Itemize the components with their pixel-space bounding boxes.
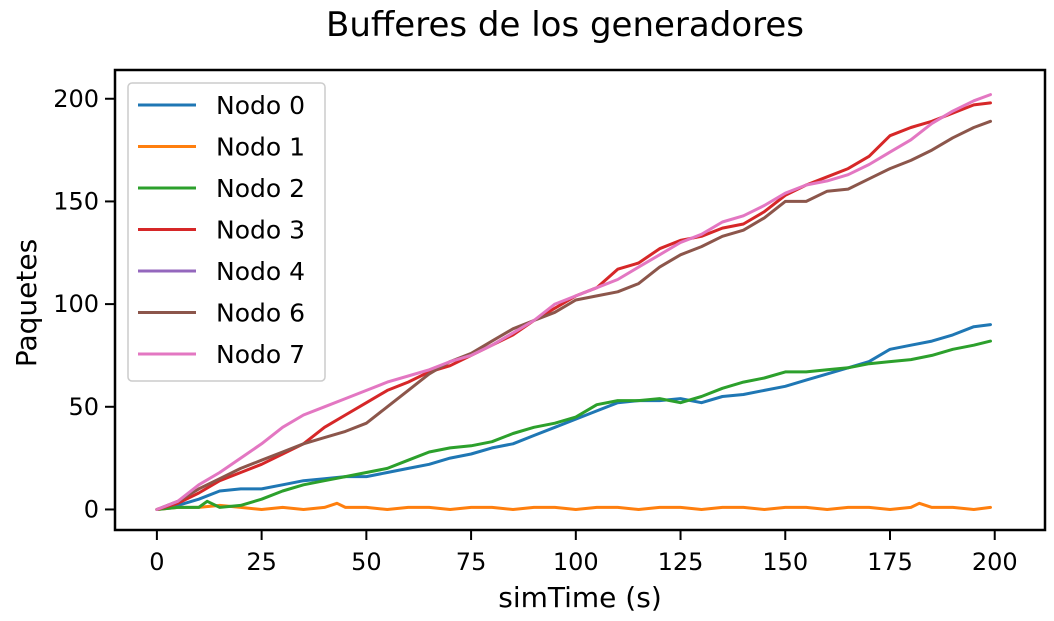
- x-axis-label: simTime (s): [498, 581, 662, 614]
- series-line-nodo-1: [155, 501, 992, 511]
- legend-label: Nodo 3: [216, 216, 305, 245]
- legend-label: Nodo 4: [216, 257, 305, 286]
- x-tick-label: 0: [149, 548, 164, 576]
- series-layer: [155, 93, 992, 511]
- x-tick-label: 100: [553, 548, 599, 576]
- x-tick-label: 200: [972, 548, 1018, 576]
- legend-label: Nodo 7: [216, 340, 305, 369]
- series-line-nodo-2: [155, 339, 992, 511]
- legend-box: [127, 82, 326, 382]
- legend: Nodo 0 Nodo 1 Nodo 2 Nodo 3 Nodo 4 Nodo 6 Nodo…: [127, 82, 326, 382]
- y-tick-label: 0: [84, 495, 99, 523]
- x-tick-label: 175: [867, 548, 913, 576]
- series-line-nodo-6: [155, 119, 992, 511]
- plot-frame: [113, 68, 1047, 532]
- y-tick-label: 150: [53, 187, 99, 215]
- series-line-nodo-7: [155, 93, 992, 511]
- y-tick-label: 100: [53, 290, 99, 318]
- legend-label: Nodo 0: [216, 91, 305, 120]
- chart-title: Bufferes de los generadores: [326, 5, 804, 45]
- x-tick-label: 150: [762, 548, 808, 576]
- y-tick-label: 200: [53, 85, 99, 113]
- x-tick-label: 50: [351, 548, 382, 576]
- legend-label: Nodo 1: [216, 133, 305, 162]
- y-axis-label: Paquetes: [10, 239, 43, 367]
- y-tick-label: 50: [68, 393, 99, 421]
- x-tick-label: 125: [658, 548, 704, 576]
- legend-label: Nodo 6: [216, 299, 305, 328]
- x-tick-label: 75: [456, 548, 487, 576]
- ticks-layer: 0 25 50 75 100 125 150 175 200 0 50 100 150 200: [53, 85, 1017, 576]
- legend-label: Nodo 2: [216, 174, 305, 203]
- x-tick-label: 25: [246, 548, 277, 576]
